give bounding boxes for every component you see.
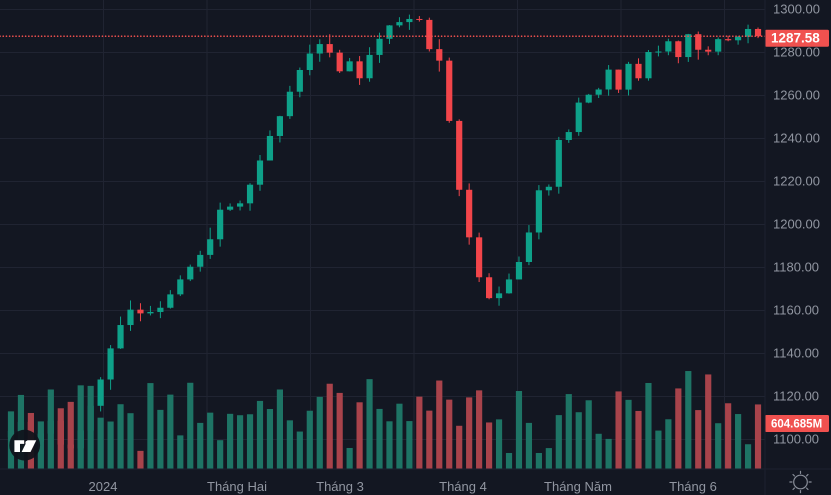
svg-text:Tháng 6: Tháng 6: [669, 479, 717, 494]
svg-text:1300.00: 1300.00: [773, 2, 820, 17]
svg-text:Tháng 4: Tháng 4: [439, 479, 487, 494]
svg-text:1160.00: 1160.00: [773, 303, 819, 318]
svg-text:604.685M: 604.685M: [771, 419, 822, 431]
svg-text:1140.00: 1140.00: [773, 346, 819, 361]
svg-text:1220.00: 1220.00: [773, 174, 820, 189]
svg-text:1280.00: 1280.00: [773, 45, 820, 60]
svg-text:Tháng 3: Tháng 3: [316, 479, 364, 494]
svg-text:2024: 2024: [89, 479, 118, 494]
svg-text:1100.00: 1100.00: [773, 432, 819, 447]
svg-text:1120.00: 1120.00: [773, 389, 819, 404]
svg-text:1260.00: 1260.00: [773, 88, 820, 103]
svg-text:Tháng Hai: Tháng Hai: [207, 479, 267, 494]
svg-text:1287.58: 1287.58: [771, 31, 820, 46]
svg-text:1200.00: 1200.00: [773, 217, 820, 232]
svg-text:Tháng Năm: Tháng Năm: [544, 479, 612, 494]
svg-text:1240.00: 1240.00: [773, 131, 820, 146]
svg-text:1180.00: 1180.00: [773, 260, 819, 275]
